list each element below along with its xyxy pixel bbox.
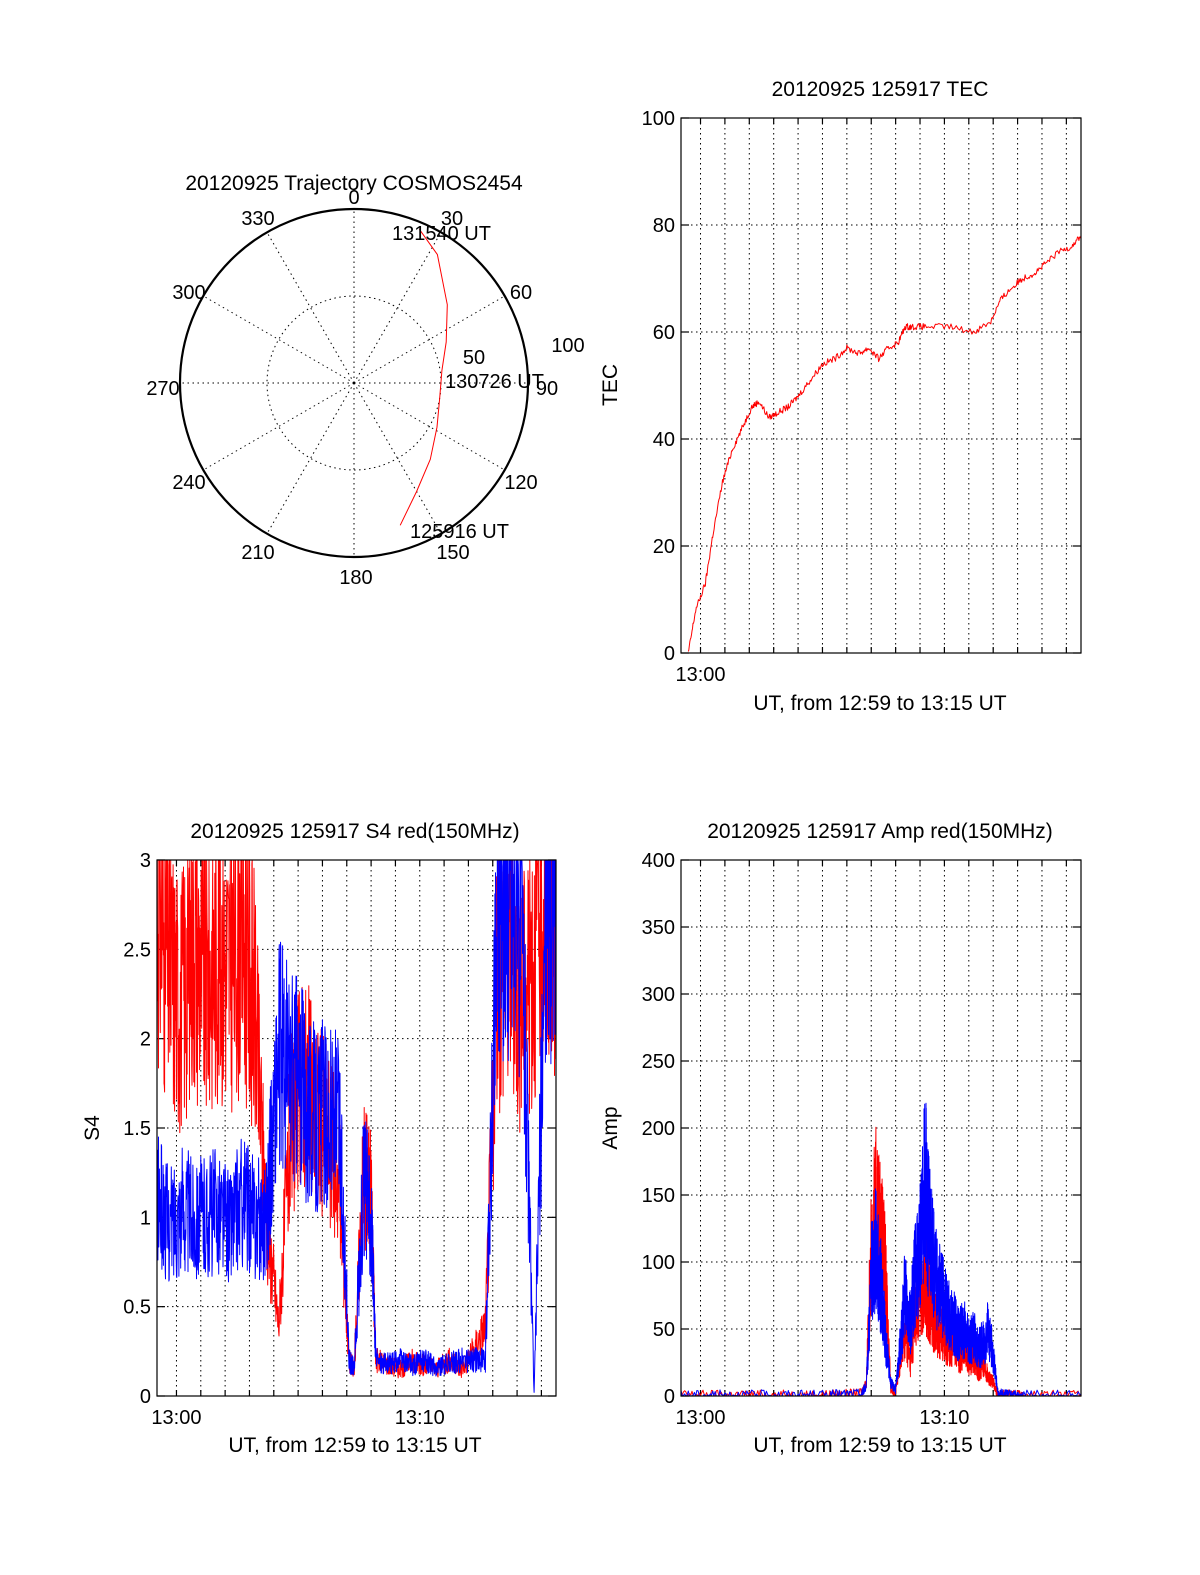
polar-spoke xyxy=(353,382,505,471)
y-tick-label: 0.5 xyxy=(123,1297,151,1319)
polar-spoke xyxy=(353,295,505,384)
s4-ylabel: S4 xyxy=(81,1115,104,1141)
radial-label: 50 xyxy=(463,347,485,369)
azimuth-label: 270 xyxy=(146,378,179,400)
s4-plot: 20120925 125917 S4 red(150MHz) UT, from … xyxy=(81,820,557,1457)
amp-title: 20120925 125917 Amp red(150MHz) xyxy=(707,820,1053,843)
azimuth-label: 120 xyxy=(504,472,537,494)
azimuth-label: 210 xyxy=(241,542,274,564)
x-tick-label: 13:00 xyxy=(675,664,725,686)
y-tick-label: 2.5 xyxy=(123,939,151,961)
blue-series-line xyxy=(156,859,557,1393)
azimuth-label: 60 xyxy=(510,282,532,304)
y-tick-label: 20 xyxy=(653,536,675,558)
azimuth-label: 90 xyxy=(536,378,558,400)
blue-series-line xyxy=(680,1102,1082,1397)
y-tick-label: 300 xyxy=(642,984,675,1006)
y-tick-label: 2 xyxy=(140,1029,151,1051)
azimuth-label: 150 xyxy=(436,542,469,564)
x-tick-label: 13:10 xyxy=(919,1407,969,1429)
y-tick-label: 100 xyxy=(642,108,675,130)
y-tick-label: 150 xyxy=(642,1185,675,1207)
radial-label: 100 xyxy=(551,335,584,357)
y-tick-label: 80 xyxy=(653,215,675,237)
amp-xlabel: UT, from 12:59 to 13:15 UT xyxy=(753,1434,1006,1457)
y-tick-label: 0 xyxy=(664,643,675,665)
azimuth-label: 0 xyxy=(348,187,359,209)
trajectory-title: 20120925 Trajectory COSMOS2454 xyxy=(185,172,523,195)
y-tick-label: 3 xyxy=(140,850,151,872)
y-tick-label: 100 xyxy=(642,1252,675,1274)
track-end-label: 131540 UT xyxy=(392,223,491,245)
amp-plot: 20120925 125917 Amp red(150MHz) UT, from… xyxy=(599,820,1082,1457)
track-mid-label: 130726 UT xyxy=(445,371,544,393)
polar-spoke xyxy=(353,232,442,384)
track-start-label: 125916 UT xyxy=(410,521,509,543)
polar-spoke xyxy=(353,382,442,534)
polar-spoke xyxy=(266,382,355,534)
y-tick-label: 0 xyxy=(140,1386,151,1408)
tec-plot: 20120925 125917 TEC UT, from 12:59 to 13… xyxy=(599,78,1082,715)
trajectory-track xyxy=(399,228,448,526)
polar-spoke xyxy=(203,295,355,384)
y-tick-label: 50 xyxy=(653,1319,675,1341)
plot-frame xyxy=(680,117,1082,654)
y-tick-label: 250 xyxy=(642,1051,675,1073)
y-tick-label: 350 xyxy=(642,917,675,939)
s4-title: 20120925 125917 S4 red(150MHz) xyxy=(190,820,519,843)
polar-spoke xyxy=(203,382,355,471)
x-tick-label: 13:00 xyxy=(675,1407,725,1429)
polar-spoke xyxy=(266,232,355,384)
y-tick-label: 200 xyxy=(642,1118,675,1140)
y-tick-label: 40 xyxy=(653,429,675,451)
azimuth-label: 180 xyxy=(339,567,372,589)
y-tick-label: 0 xyxy=(664,1386,675,1408)
y-tick-label: 400 xyxy=(642,850,675,872)
tec-ylabel: TEC xyxy=(599,364,622,406)
azimuth-label: 240 xyxy=(172,472,205,494)
azimuth-label: 300 xyxy=(172,282,205,304)
y-tick-label: 1 xyxy=(140,1207,151,1229)
red-series-line xyxy=(687,235,1082,652)
y-tick-label: 60 xyxy=(653,322,675,344)
x-tick-label: 13:00 xyxy=(151,1407,201,1429)
plot-frame xyxy=(156,859,557,1397)
plot-frame xyxy=(680,859,1082,1397)
s4-xlabel: UT, from 12:59 to 13:15 UT xyxy=(228,1434,481,1457)
azimuth-label: 330 xyxy=(241,208,274,230)
polar-outer-ring xyxy=(178,207,530,559)
tec-title: 20120925 125917 TEC xyxy=(772,78,989,101)
amp-ylabel: Amp xyxy=(599,1106,622,1149)
azimuth-label: 30 xyxy=(441,208,463,230)
x-tick-label: 13:10 xyxy=(395,1407,445,1429)
y-tick-label: 1.5 xyxy=(123,1118,151,1140)
trajectory-polar-plot: 20120925 Trajectory COSMOS2454 0 30 60 90 12… xyxy=(146,172,584,589)
tec-xlabel: UT, from 12:59 to 13:15 UT xyxy=(753,692,1006,715)
